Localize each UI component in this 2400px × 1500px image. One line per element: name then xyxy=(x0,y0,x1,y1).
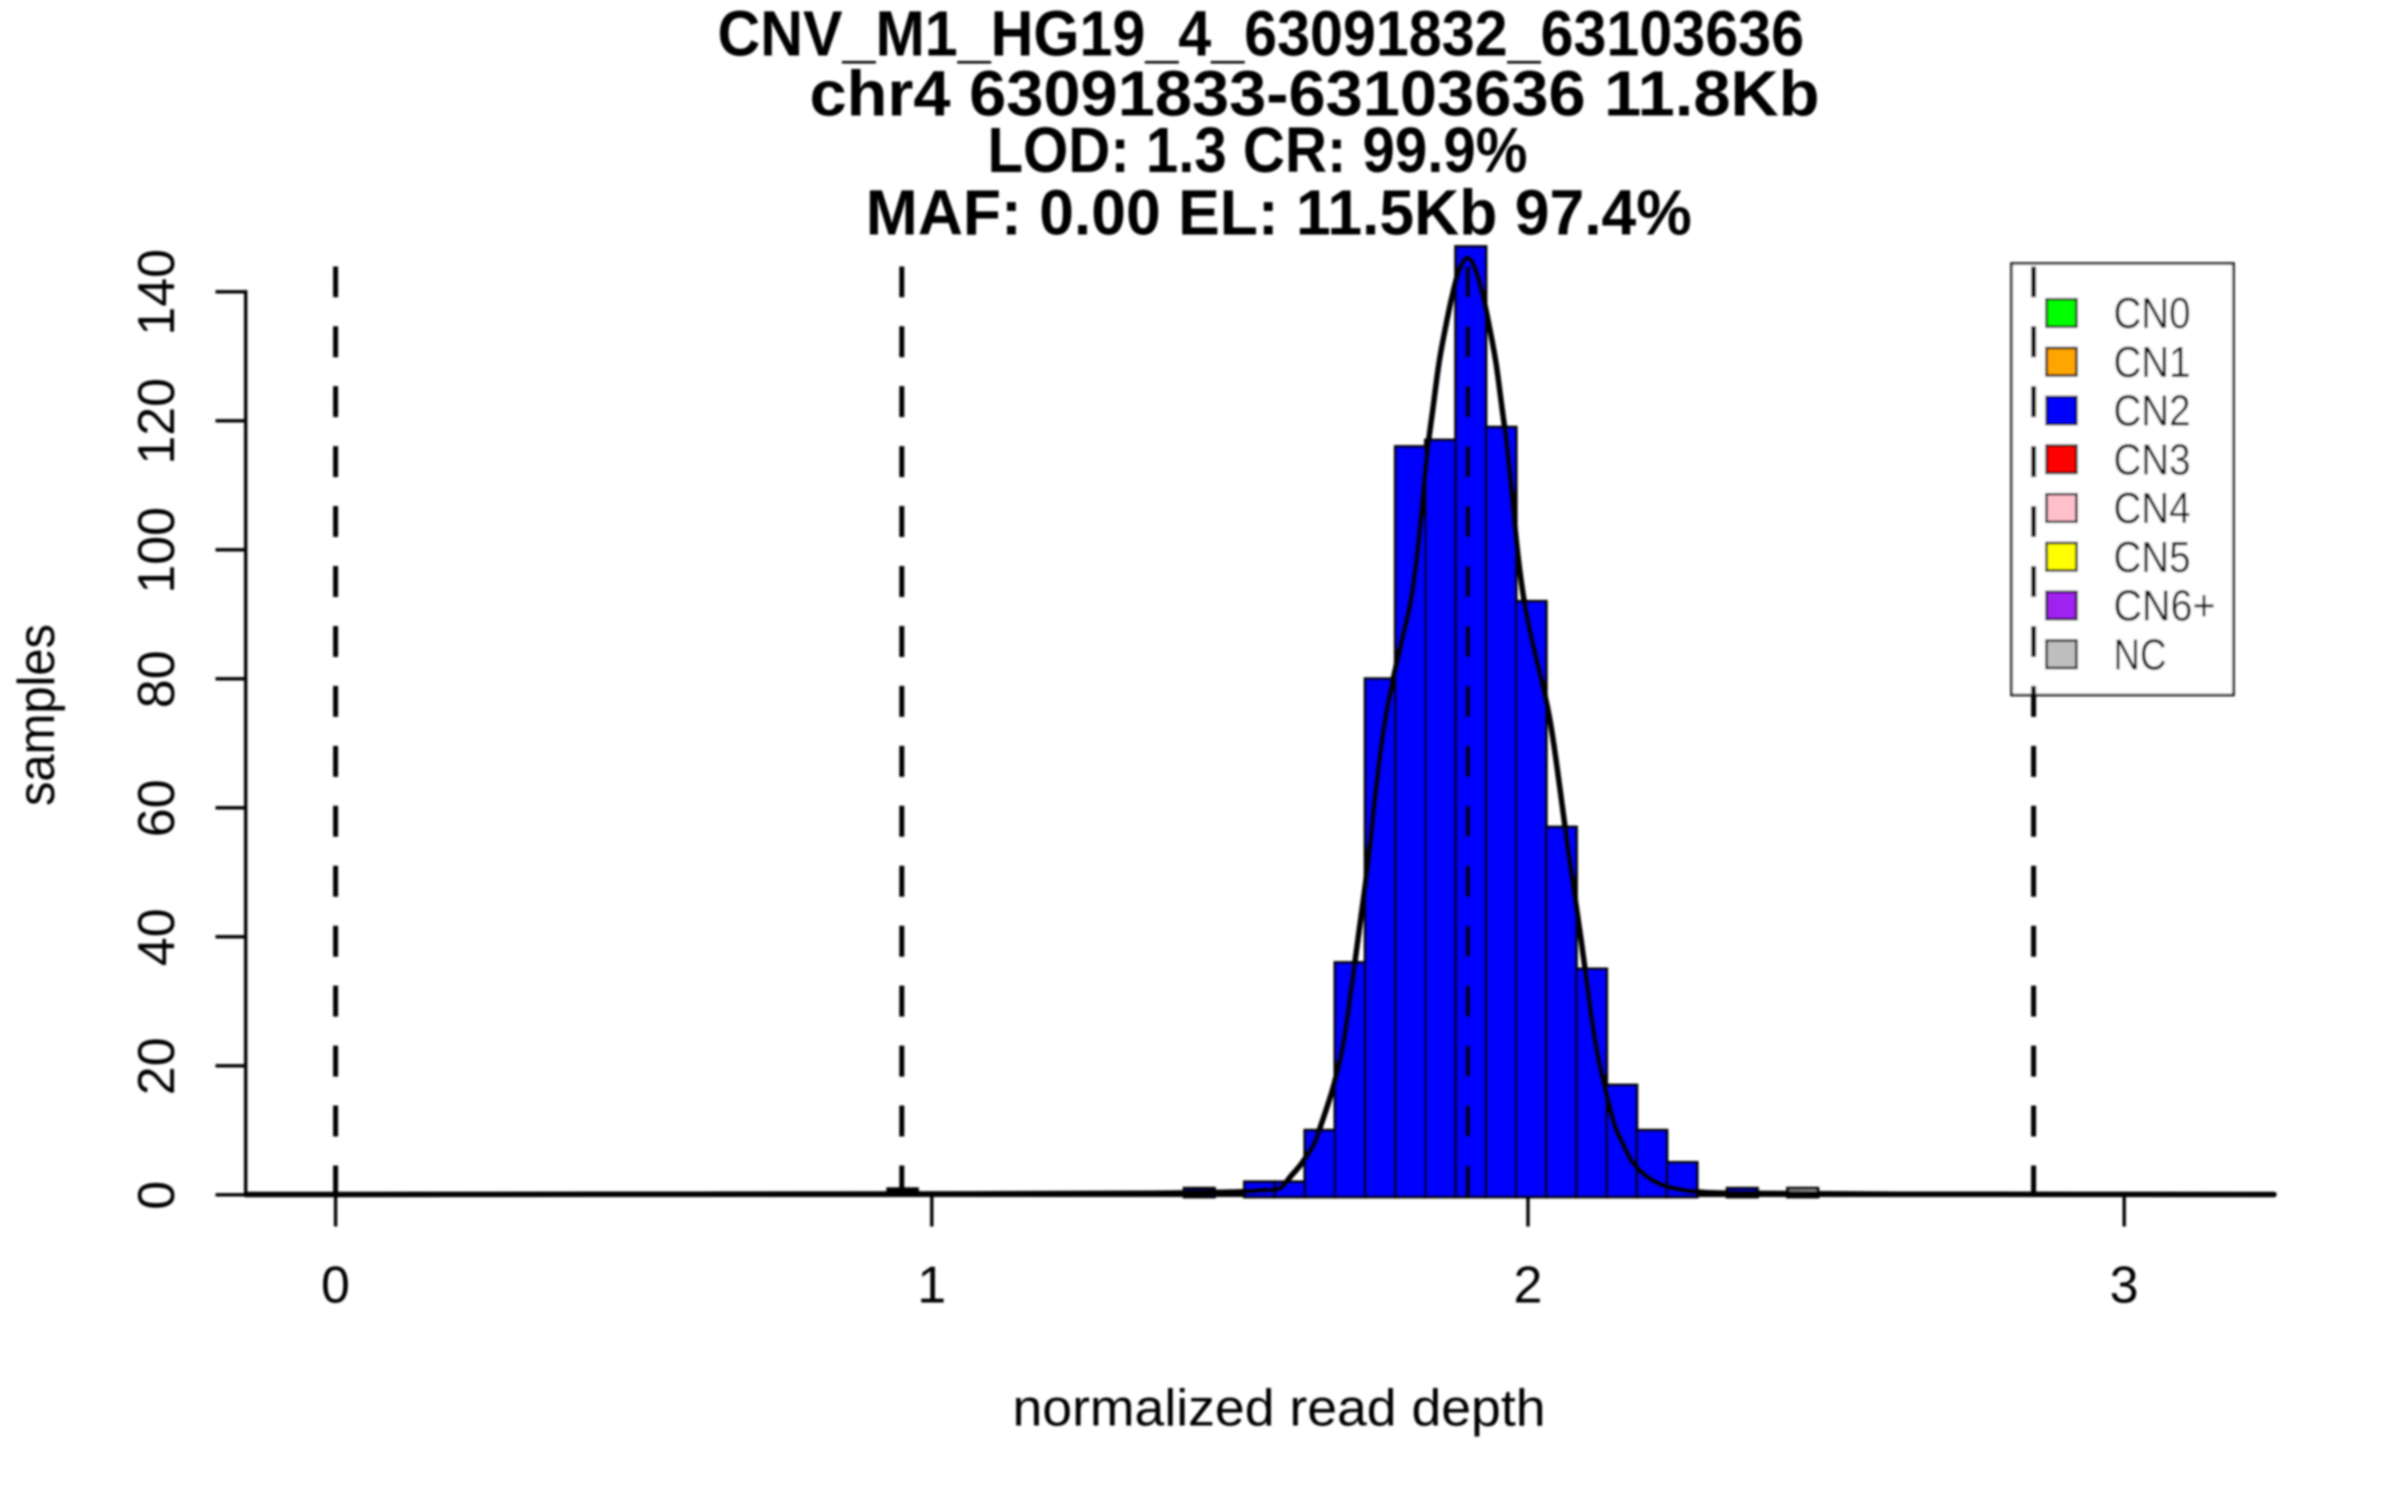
svg-text:CN5: CN5 xyxy=(2114,533,2191,582)
svg-text:CN2: CN2 xyxy=(2114,387,2191,436)
svg-text:MAF: 0.00 EL: 11.5Kb 97.4%: MAF: 0.00 EL: 11.5Kb 97.4% xyxy=(866,176,1692,248)
svg-text:2: 2 xyxy=(1513,1257,1542,1315)
svg-text:samples: samples xyxy=(8,624,66,806)
svg-text:CNV_M1_HG19_4_63091832_6310363: CNV_M1_HG19_4_63091832_63103636 xyxy=(718,0,1805,70)
svg-text:80: 80 xyxy=(128,650,186,708)
svg-text:3: 3 xyxy=(2110,1257,2139,1315)
svg-text:CN1: CN1 xyxy=(2114,338,2191,387)
svg-text:20: 20 xyxy=(128,1037,186,1095)
svg-text:100: 100 xyxy=(128,507,186,594)
svg-text:0: 0 xyxy=(321,1257,350,1315)
svg-text:LOD: 1.3 CR: 99.9%: LOD: 1.3 CR: 99.9% xyxy=(988,114,1528,186)
svg-text:140: 140 xyxy=(128,249,186,336)
svg-text:CN0: CN0 xyxy=(2114,289,2191,338)
svg-text:CN6+: CN6+ xyxy=(2114,582,2216,631)
svg-text:CN4: CN4 xyxy=(2114,484,2191,533)
svg-text:NC: NC xyxy=(2114,631,2167,680)
svg-text:40: 40 xyxy=(128,908,186,966)
svg-text:CN3: CN3 xyxy=(2114,435,2191,484)
svg-text:chr4 63091833-63103636 11.8Kb: chr4 63091833-63103636 11.8Kb xyxy=(810,58,1820,130)
svg-text:1: 1 xyxy=(917,1257,946,1315)
svg-text:normalized read depth: normalized read depth xyxy=(1013,1380,1546,1438)
svg-text:0: 0 xyxy=(128,1181,186,1210)
svg-text:120: 120 xyxy=(128,378,186,465)
svg-text:60: 60 xyxy=(128,779,186,837)
